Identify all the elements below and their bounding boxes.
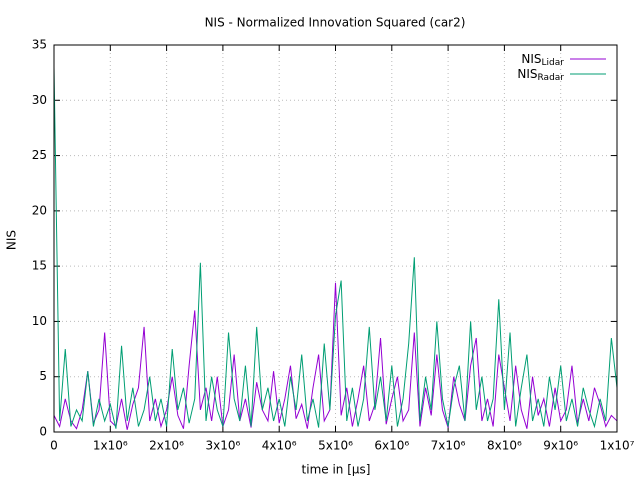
- x-tick-label: 6x10⁶: [374, 439, 409, 453]
- x-tick-label: 1x10⁶: [93, 439, 128, 453]
- x-tick-label: 9x10⁶: [543, 439, 578, 453]
- legend-label: NISRadar: [517, 67, 564, 83]
- series-line: [53, 67, 618, 429]
- y-tick-label: 25: [32, 148, 47, 162]
- plot-border: [53, 44, 618, 433]
- x-tick-label: 0: [50, 439, 58, 453]
- y-tick-label: 10: [32, 314, 47, 328]
- x-tick-label: 7x10⁶: [431, 439, 466, 453]
- x-tick-label: 2x10⁶: [149, 439, 184, 453]
- legend-label-main: NIS: [517, 67, 537, 81]
- y-tick-label: 5: [39, 369, 47, 383]
- y-tick-label: 15: [32, 259, 47, 273]
- legend-label-sub: Radar: [538, 73, 565, 83]
- y-tick-label: 30: [32, 93, 47, 107]
- chart-title: NIS - Normalized Innovation Squared (car…: [205, 16, 466, 30]
- x-tick-label: 5x10⁶: [318, 439, 353, 453]
- x-tick-label: 8x10⁶: [487, 439, 522, 453]
- legend-label: NISLidar: [521, 52, 564, 68]
- y-tick-label: 20: [32, 203, 47, 217]
- y-axis-label: NIS: [5, 230, 19, 250]
- y-tick-label: 35: [32, 38, 47, 52]
- x-axis-label: time in [µs]: [302, 463, 371, 477]
- x-tick-label: 3x10⁶: [205, 439, 240, 453]
- legend-label-main: NIS: [521, 52, 541, 66]
- x-tick-label: 4x10⁶: [262, 439, 297, 453]
- series-line: [53, 282, 618, 430]
- legend-label-sub: Lidar: [542, 58, 565, 68]
- y-tick-label: 0: [39, 425, 47, 439]
- x-tick-label: 1x10⁷: [600, 439, 635, 453]
